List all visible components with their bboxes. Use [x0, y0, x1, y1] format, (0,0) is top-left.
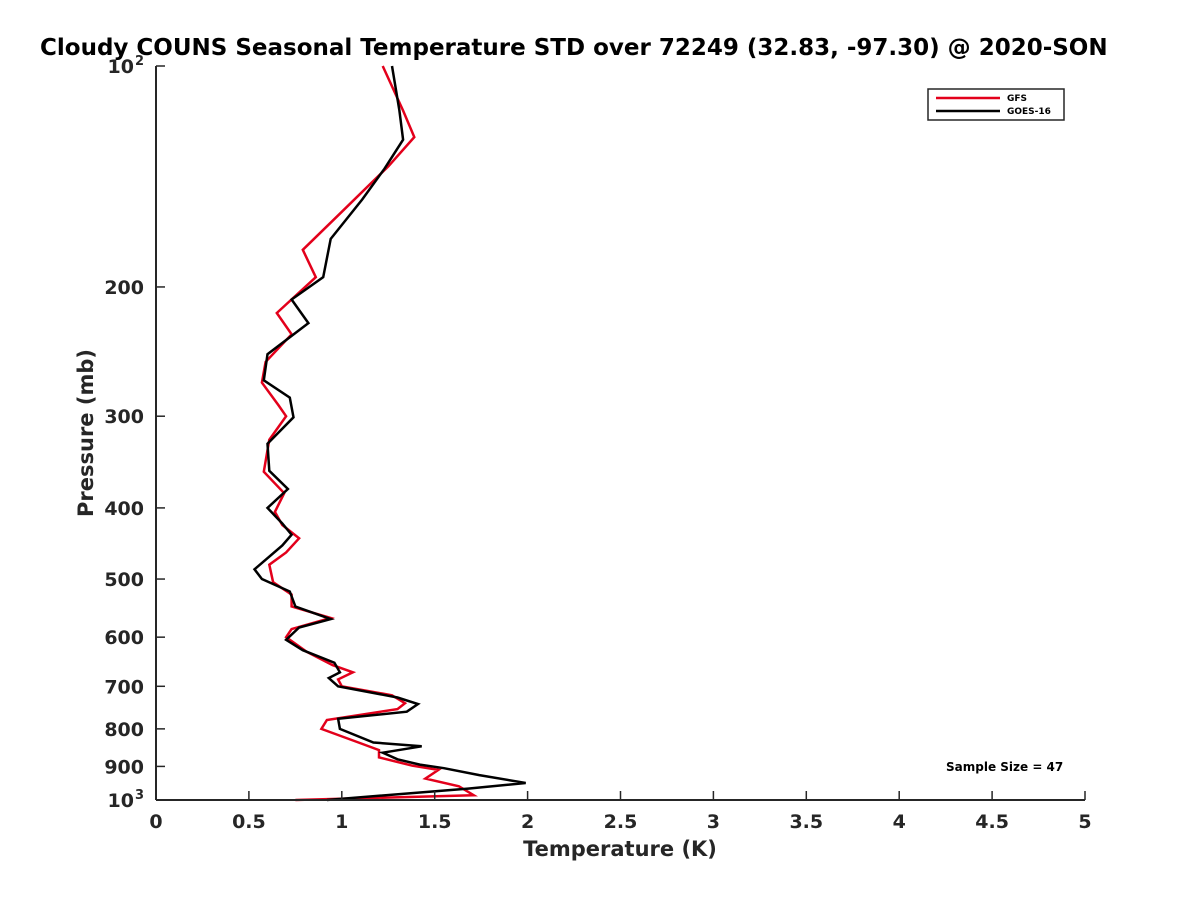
legend-label-goes16: GOES-16	[1007, 107, 1051, 117]
y-tick-label: 200	[104, 277, 144, 299]
x-tick-label: 3.5	[789, 811, 823, 833]
y-tick-label: 10	[108, 790, 134, 812]
x-tick-label: 5	[1078, 811, 1091, 833]
x-ticks: 0 0.5 1 1.5 2 2.5 3 3.5 4 4.5 5	[149, 791, 1092, 833]
x-tick-label: 2	[521, 811, 534, 833]
plot-background	[156, 66, 1085, 800]
y-axis-label: Pressure (mb)	[74, 349, 98, 517]
y-tick-exponent: 2	[135, 54, 144, 69]
x-tick-label: 4	[893, 811, 906, 833]
y-tick-exponent: 3	[135, 788, 144, 803]
plot-area	[156, 66, 1085, 800]
x-axis-label: Temperature (K)	[523, 837, 717, 861]
x-tick-label: 0.5	[232, 811, 266, 833]
legend-label-gfs: GFS	[1007, 94, 1027, 104]
y-tick-label: 10	[108, 56, 134, 78]
y-tick-label: 700	[104, 676, 144, 698]
y-tick-label: 400	[104, 498, 144, 520]
x-tick-label: 2.5	[604, 811, 638, 833]
y-tick-label: 500	[104, 569, 144, 591]
legend-box	[927, 88, 1065, 121]
y-tick-label: 600	[104, 627, 144, 649]
x-tick-label: 1.5	[418, 811, 452, 833]
series-line-goes16	[252, 65, 526, 802]
y-tick-label: 800	[104, 719, 144, 741]
x-tick-label: 1	[335, 811, 348, 833]
sample-size-annotation: Sample Size = 47	[946, 760, 1063, 774]
x-tick-label: 3	[707, 811, 720, 833]
x-tick-label: 4.5	[975, 811, 1009, 833]
legend: GFS GOES-16	[927, 88, 1065, 121]
y-tick-label: 300	[104, 406, 144, 428]
series-line-gfs	[260, 65, 479, 802]
x-tick-label: 0	[149, 811, 162, 833]
series-layer	[252, 65, 526, 802]
y-tick-label: 900	[104, 756, 144, 778]
chart-title: Cloudy COUNS Seasonal Temperature STD ov…	[40, 35, 1108, 61]
